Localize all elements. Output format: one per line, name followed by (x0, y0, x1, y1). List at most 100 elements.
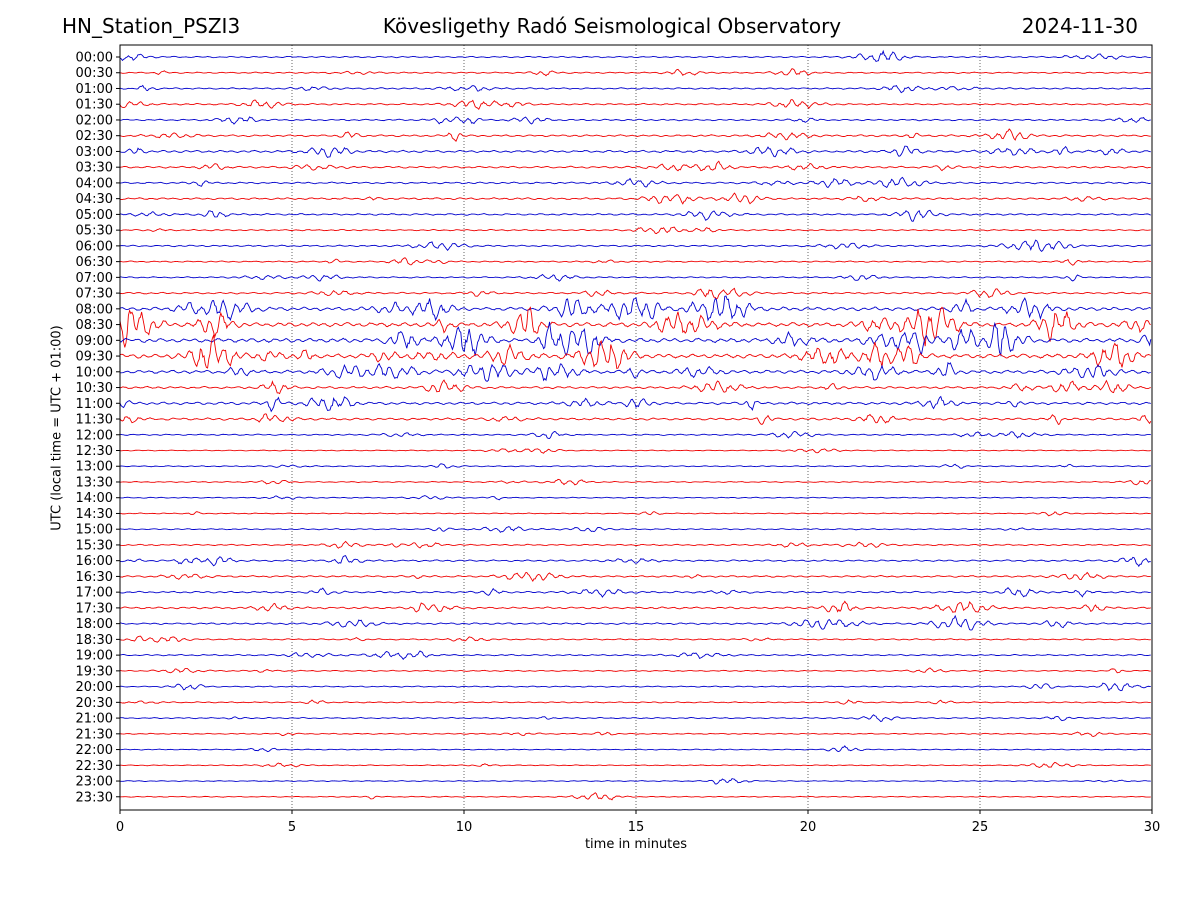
trace-label-0830: 08:30 (76, 318, 113, 333)
x-tick-label: 15 (628, 820, 645, 835)
trace-2130 (119, 731, 1151, 737)
trace-label-2100: 21:00 (76, 712, 113, 727)
trace-0800 (119, 295, 1152, 322)
trace-1300 (119, 463, 1151, 469)
x-tick-label: 25 (972, 820, 989, 835)
x-tick-label: 10 (456, 820, 473, 835)
observatory-title: Kövesligethy Radó Seismological Observat… (382, 14, 842, 38)
trace-1000 (119, 361, 1151, 382)
trace-label-2030: 20:30 (76, 696, 113, 711)
trace-0100 (119, 84, 1151, 94)
trace-label-2230: 22:30 (76, 759, 113, 774)
trace-2030 (119, 699, 1151, 705)
trace-label-2330: 23:30 (76, 790, 113, 805)
trace-1830 (119, 635, 1151, 643)
x-axis-label: time in minutes (584, 837, 688, 852)
x-tick-label: 0 (116, 820, 124, 835)
trace-1400 (119, 495, 1151, 501)
trace-label-0930: 09:30 (76, 350, 113, 365)
trace-label-1000: 10:00 (76, 365, 113, 380)
x-tick-label: 5 (288, 820, 296, 835)
trace-layer (119, 49, 1152, 801)
trace-1600 (119, 555, 1151, 568)
trace-label-1230: 12:30 (76, 444, 113, 459)
trace-label-1200: 12:00 (76, 428, 113, 443)
trace-label-1400: 14:00 (76, 491, 113, 506)
x-ticks: 0 5 10 15 20 25 30 (116, 810, 1160, 835)
trace-label-1700: 17:00 (76, 586, 113, 601)
trace-0230 (119, 128, 1151, 142)
trace-label-1330: 13:30 (76, 475, 113, 490)
trace-label-1730: 17:30 (76, 601, 113, 616)
trace-1330 (119, 478, 1151, 486)
trace-2000 (119, 682, 1151, 692)
trace-label-2200: 22:00 (76, 743, 113, 758)
trace-label-0030: 00:30 (76, 66, 113, 81)
trace-0930 (119, 333, 1152, 369)
trace-label-2000: 20:00 (76, 680, 113, 695)
trace-0330 (119, 160, 1151, 172)
trace-label-0800: 08:00 (76, 302, 113, 317)
trace-label-0630: 06:30 (76, 255, 113, 270)
trace-label-0400: 04:00 (76, 176, 113, 191)
trace-2230 (119, 761, 1151, 769)
trace-0130 (119, 98, 1151, 111)
trace-1200 (119, 431, 1151, 440)
x-tick-label: 30 (1144, 820, 1161, 835)
trace-1130 (119, 413, 1152, 426)
trace-1030 (119, 379, 1151, 395)
trace-label-1600: 16:00 (76, 554, 113, 569)
trace-1500 (119, 526, 1151, 533)
trace-label-0330: 03:30 (76, 161, 113, 176)
trace-label-1030: 10:30 (76, 381, 113, 396)
trace-label-2130: 21:30 (76, 727, 113, 742)
trace-0200 (119, 116, 1151, 125)
trace-0600 (119, 239, 1151, 253)
trace-0000 (119, 49, 1151, 63)
trace-1900 (119, 650, 1151, 661)
trace-label-0230: 02:30 (76, 129, 113, 144)
trace-label-0430: 04:30 (76, 192, 113, 207)
trace-label-1630: 16:30 (76, 570, 113, 585)
trace-0730 (119, 287, 1151, 300)
trace-0300 (119, 145, 1151, 158)
trace-label-0600: 06:00 (76, 239, 113, 254)
trace-1630 (120, 571, 1151, 583)
trace-1430 (119, 511, 1151, 517)
y-ticks: 00:0000:3001:0001:3002:0002:3003:0003:30… (76, 51, 120, 805)
trace-label-0530: 05:30 (76, 224, 113, 239)
trace-1230 (119, 448, 1151, 454)
station-name: HN_Station_PSZI3 (62, 14, 241, 38)
trace-label-0500: 05:00 (76, 208, 113, 223)
trace-label-0700: 07:00 (76, 271, 113, 286)
trace-0500 (119, 209, 1151, 222)
trace-label-1530: 15:30 (76, 538, 113, 553)
trace-label-1300: 13:00 (76, 460, 113, 475)
trace-0630 (119, 257, 1151, 266)
record-date: 2024-11-30 (1021, 14, 1138, 38)
trace-label-0130: 01:30 (76, 98, 113, 113)
trace-0430 (119, 192, 1151, 205)
trace-0830 (119, 306, 1151, 348)
trace-label-1500: 15:00 (76, 523, 113, 538)
trace-label-0730: 07:30 (76, 287, 113, 302)
trace-2100 (119, 714, 1151, 723)
trace-label-0000: 00:00 (76, 51, 113, 66)
trace-1730 (119, 600, 1151, 613)
x-tick-label: 20 (800, 820, 817, 835)
trace-label-1930: 19:30 (76, 664, 113, 679)
trace-label-0200: 02:00 (76, 113, 113, 128)
trace-0700 (119, 273, 1151, 282)
trace-label-1130: 11:30 (76, 413, 113, 428)
trace-2300 (119, 778, 1151, 785)
trace-2200 (119, 745, 1151, 753)
trace-1530 (119, 540, 1151, 549)
trace-1800 (119, 614, 1151, 631)
trace-label-0900: 09:00 (76, 334, 113, 349)
trace-0030 (119, 68, 1151, 77)
trace-label-0300: 03:00 (76, 145, 113, 160)
trace-2330 (119, 792, 1151, 801)
trace-1700 (119, 586, 1151, 598)
trace-label-0100: 01:00 (76, 82, 113, 97)
